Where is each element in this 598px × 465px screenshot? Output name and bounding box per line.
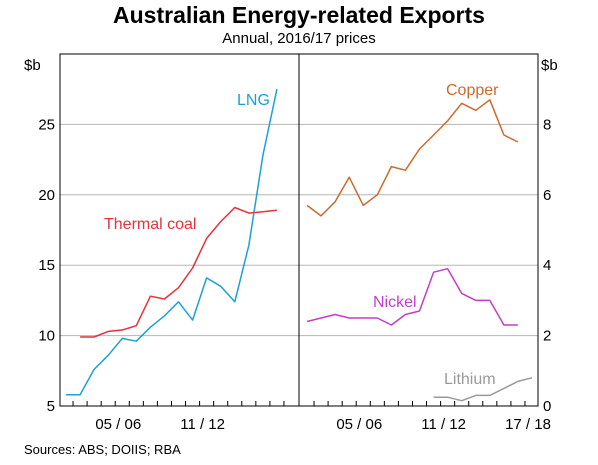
x-tick-label: 11 / 12 — [421, 416, 466, 433]
x-tick-label: 11 / 12 — [180, 416, 225, 433]
series-label-copper: Copper — [446, 82, 499, 99]
left-y-tick-label: 25 — [38, 116, 55, 133]
series-line-lng — [66, 89, 278, 396]
series-label-lng: LNG — [237, 92, 270, 109]
left-y-tick-label: 15 — [38, 257, 55, 274]
left-y-tick-label: 5 — [47, 398, 55, 415]
left-y-tick-label: 10 — [38, 328, 55, 345]
right-y-tick-label: 2 — [543, 328, 551, 345]
series-line-nickel — [306, 267, 518, 326]
left-y-tick-label: 20 — [38, 187, 55, 204]
right-axis-unit: $b — [541, 57, 558, 74]
x-tick-label: 17 / 18 — [505, 416, 551, 433]
series-line-lithium — [433, 377, 533, 402]
source-note: Sources: ABS; DOIIS; RBA — [24, 442, 181, 457]
left-axis-unit: $b — [24, 57, 41, 74]
right-y-tick-label: 6 — [543, 187, 551, 204]
series-label-lithium: Lithium — [444, 371, 496, 388]
series-line-thermal-coal — [80, 206, 277, 338]
right-y-tick-label: 4 — [543, 257, 551, 274]
right-panel-gridlines — [299, 123, 538, 337]
series-label-nickel: Nickel — [373, 294, 417, 311]
right-y-tick-label: 8 — [543, 116, 551, 133]
right-y-tick-label: 0 — [543, 398, 551, 415]
series-line-copper — [306, 99, 519, 217]
x-tick-label: 05 / 06 — [95, 416, 141, 433]
left-panel-gridlines — [60, 123, 299, 337]
chart-title: Australian Energy-related Exports — [113, 2, 485, 28]
x-tick-label: 05 / 06 — [336, 416, 382, 433]
chart-subtitle: Annual, 2016/17 prices — [222, 30, 375, 47]
series-label-thermal-coal: Thermal coal — [104, 216, 196, 233]
